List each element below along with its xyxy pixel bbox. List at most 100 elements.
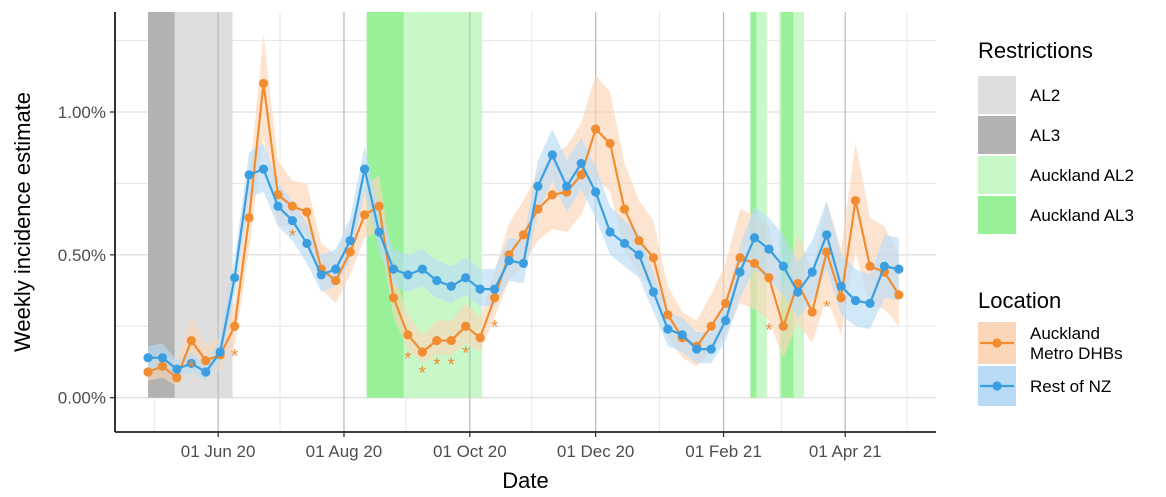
significance-star: * — [765, 321, 773, 342]
x-tick-label: 01 Dec 20 — [557, 442, 635, 461]
data-point-auckland — [634, 235, 644, 246]
data-point-rest — [749, 233, 760, 243]
data-point-rest — [648, 287, 658, 297]
data-point-auckland — [186, 335, 196, 346]
significance-star: * — [491, 318, 499, 339]
significance-star: * — [419, 363, 427, 384]
data-point-auckland — [489, 293, 500, 303]
data-point-auckland — [230, 321, 240, 331]
data-point-auckland — [302, 207, 312, 217]
data-point-auckland — [749, 258, 760, 269]
data-point-rest — [432, 275, 442, 286]
data-point-auckland — [258, 78, 269, 89]
data-point-rest — [172, 364, 182, 374]
data-point-rest — [504, 255, 514, 266]
data-point-auckland — [764, 273, 774, 283]
significance-star: * — [462, 343, 470, 364]
data-point-rest — [619, 238, 630, 249]
data-point-auckland — [475, 333, 485, 343]
data-point-rest — [547, 150, 557, 160]
data-point-auckland — [360, 210, 370, 220]
data-point-auckland — [865, 261, 875, 271]
data-point-auckland — [417, 347, 427, 357]
data-point-auckland — [345, 247, 355, 257]
legend-label-aucklandal3: Auckland AL3 — [1030, 206, 1134, 225]
data-point-rest — [850, 295, 861, 306]
ribbon-rest — [148, 129, 899, 381]
restriction-aucklandal2 — [756, 12, 767, 398]
data-point-rest — [865, 298, 875, 309]
data-point-auckland — [172, 373, 182, 383]
data-point-rest — [273, 201, 283, 211]
data-point-auckland — [287, 201, 298, 211]
data-point-auckland — [894, 290, 904, 300]
data-point-rest — [735, 267, 745, 277]
data-point-auckland — [157, 361, 168, 371]
data-point-auckland — [201, 355, 211, 366]
restriction-aucklandal2 — [779, 12, 782, 398]
x-tick-label: 01 Feb 21 — [685, 442, 762, 461]
data-point-rest — [836, 281, 846, 291]
y-tick-label: 0.50% — [58, 246, 106, 265]
significance-star: * — [188, 358, 196, 379]
data-point-rest — [605, 227, 615, 237]
data-point-auckland — [778, 321, 788, 331]
data-point-rest — [230, 273, 240, 283]
data-point-rest — [533, 181, 543, 191]
data-point-rest — [287, 215, 298, 226]
data-point-auckland — [446, 335, 456, 346]
data-point-rest — [360, 164, 370, 174]
data-point-rest — [807, 267, 817, 277]
data-point-rest — [258, 164, 269, 174]
y-axis-title: Weekly incidence estimate — [10, 92, 35, 352]
legend-point-rest — [992, 381, 1002, 391]
legend-label-al2: AL2 — [1030, 86, 1060, 105]
legend: Restrictions AL2 AL3 Auckland AL2 Auckland A… — [978, 38, 1134, 406]
restriction-aucklandal3 — [750, 12, 757, 398]
data-point-auckland — [663, 310, 673, 320]
legend-restrictions-title: Restrictions — [978, 38, 1093, 63]
data-point-auckland — [605, 138, 615, 149]
data-point-auckland — [720, 298, 731, 309]
data-point-rest — [822, 230, 832, 240]
data-point-auckland — [836, 293, 846, 303]
data-point-rest — [388, 264, 399, 274]
significance-star: * — [448, 355, 456, 376]
data-point-auckland — [273, 190, 283, 200]
significance-star: * — [231, 346, 239, 367]
data-point-rest — [201, 367, 211, 377]
data-point-auckland — [547, 190, 557, 200]
data-point-auckland — [822, 247, 832, 257]
legend-location-title: Location — [978, 288, 1061, 313]
legend-label-aucklandal2: Auckland AL2 — [1030, 166, 1134, 185]
legend-swatch-al2 — [978, 76, 1016, 114]
data-point-rest — [461, 273, 471, 283]
ribbon-auckland — [148, 34, 899, 387]
y-tick-label: 0.00% — [58, 389, 106, 408]
data-point-rest — [244, 170, 254, 180]
legend-label-rest: Rest of NZ — [1030, 377, 1111, 396]
data-point-rest — [764, 244, 774, 254]
data-point-rest — [778, 261, 788, 271]
data-point-auckland — [706, 321, 716, 331]
data-point-auckland — [244, 213, 254, 223]
plot-area: * * * * * * * * * * * — [115, 12, 936, 432]
legend-swatch-aucklandal2 — [978, 156, 1016, 194]
data-point-rest — [186, 358, 196, 369]
x-tick-label: 01 Jun 20 — [181, 442, 256, 461]
data-point-rest — [157, 353, 168, 363]
data-point-rest — [706, 344, 716, 354]
data-point-auckland — [807, 307, 817, 317]
data-point-auckland — [518, 230, 529, 240]
data-point-rest — [677, 330, 687, 340]
restriction-aucklandal2 — [793, 12, 804, 398]
data-point-auckland — [461, 321, 471, 331]
data-point-rest — [894, 264, 904, 274]
x-tick-label: 01 Oct 20 — [433, 442, 507, 461]
data-point-auckland — [591, 124, 601, 134]
data-point-rest — [316, 270, 326, 280]
data-point-rest — [345, 235, 355, 246]
data-point-auckland — [331, 275, 341, 286]
data-point-rest — [562, 181, 572, 191]
